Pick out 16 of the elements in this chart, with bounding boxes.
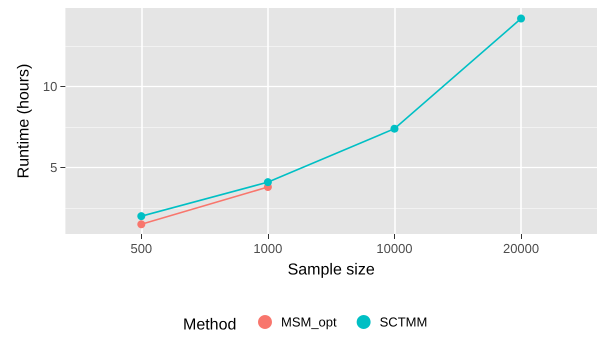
point: [264, 178, 272, 186]
legend-title: Method: [183, 316, 236, 334]
point: [517, 14, 526, 23]
x-axis-title: Sample size: [288, 262, 375, 278]
y-tick-label: 5: [50, 160, 58, 176]
x-tick-label: 10000: [376, 241, 413, 256]
y-axis-title: Runtime (hours): [16, 64, 32, 178]
legend-label: SCTMM: [380, 314, 428, 330]
point: [137, 212, 146, 220]
legend-label: MSM_opt: [281, 314, 338, 330]
y-tick-label: 10: [42, 79, 58, 94]
x-tick-label: 20000: [502, 241, 540, 256]
x-tick-label: 1000: [253, 241, 282, 256]
point: [390, 124, 398, 133]
x-tick-label: 500: [130, 241, 152, 256]
point: [137, 220, 146, 228]
